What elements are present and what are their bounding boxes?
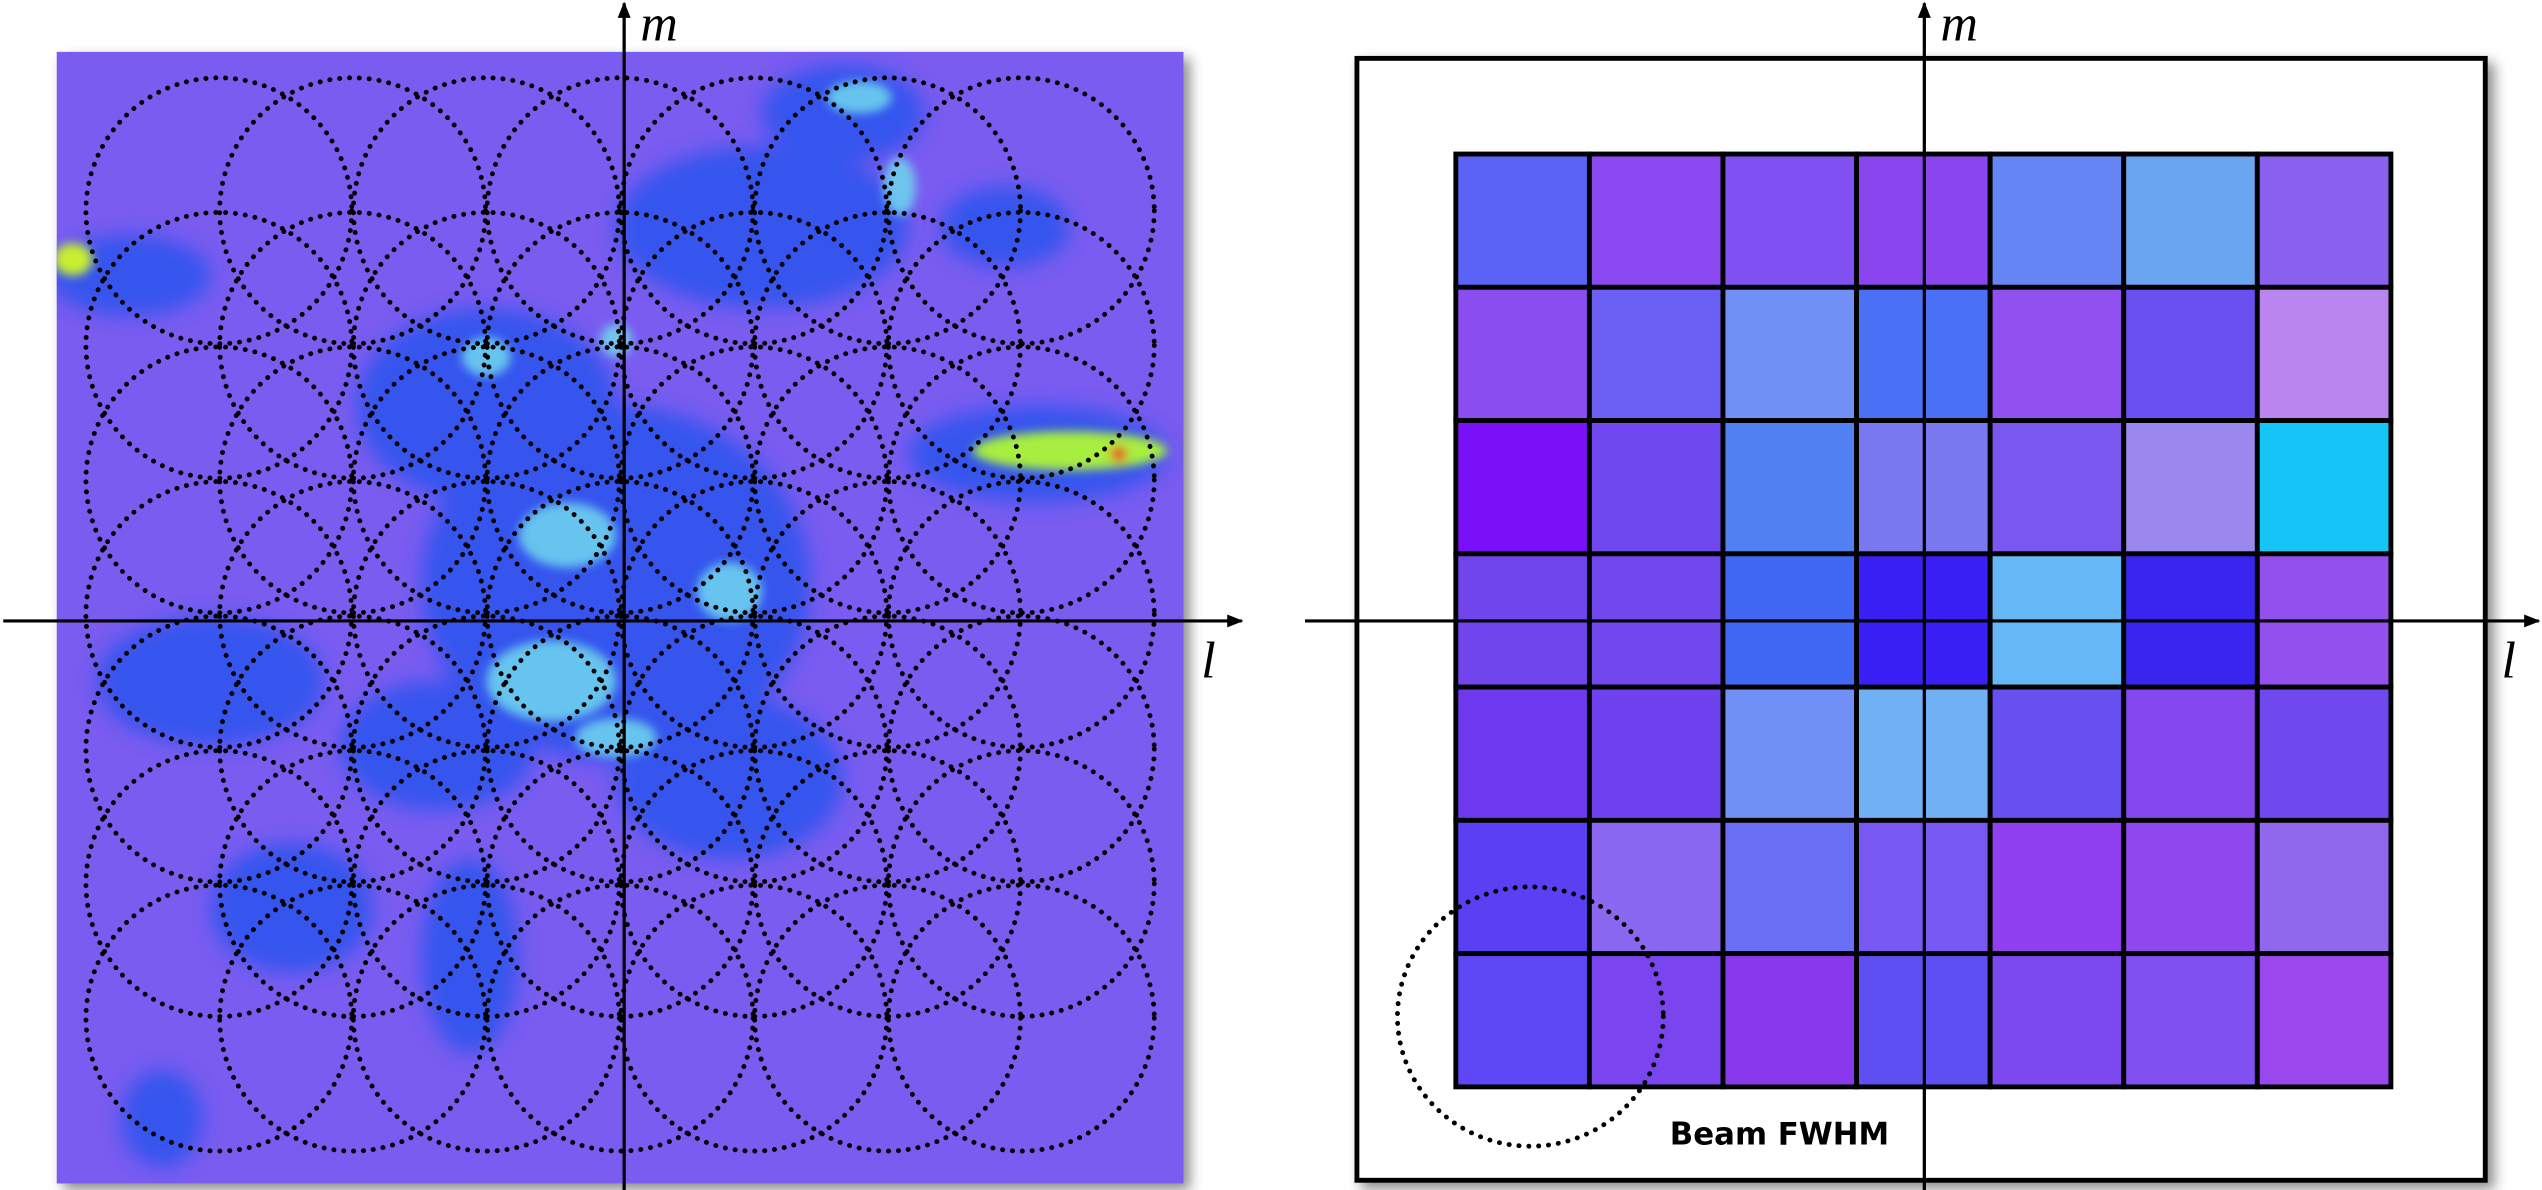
pixel-cell <box>2124 687 2258 820</box>
pixel-cell <box>2124 154 2258 287</box>
page: {"left_panel": {"axis_y_label": "m", "ax… <box>0 0 2542 1190</box>
pixel-cell <box>1723 287 1857 420</box>
pixel-cell <box>2124 954 2258 1087</box>
pixel-cell <box>1589 820 1723 953</box>
pixel-cell <box>2257 687 2391 820</box>
pixel-cell <box>1589 421 1723 554</box>
pixel-cell <box>1723 954 1857 1087</box>
pixel-cell <box>2257 287 2391 420</box>
pixel-cell <box>2124 820 2258 953</box>
pixel-cell <box>1456 287 1590 420</box>
pixel-cell <box>1723 820 1857 953</box>
pixel-cell <box>2124 287 2258 420</box>
pixel-cell <box>1723 687 1857 820</box>
beam-fwhm-label: Beam FWHM <box>1670 1117 1889 1153</box>
pixel-cell <box>1990 287 2124 420</box>
pixel-cell <box>1990 820 2124 953</box>
pixel-cell <box>1990 954 2124 1087</box>
pixel-cell <box>1990 154 2124 287</box>
pixel-cell <box>2257 154 2391 287</box>
pixel-cell <box>1589 287 1723 420</box>
figure: m l m l Beam FWHM <box>0 0 2542 1190</box>
pixel-cell <box>1456 154 1590 287</box>
m-axis-label: m <box>1941 0 1978 53</box>
pixel-cell <box>1723 421 1857 554</box>
pixel-cell <box>1589 687 1723 820</box>
pixel-cell <box>1723 154 1857 287</box>
l-axis-label: l <box>2501 633 2515 690</box>
pixel-cell <box>2257 954 2391 1087</box>
pixel-cell <box>1990 687 2124 820</box>
pixel-cell <box>1456 687 1590 820</box>
pixel-cell <box>2257 421 2391 554</box>
sky-image <box>49 52 1184 1184</box>
pixel-cell <box>2124 421 2258 554</box>
pixel-cell <box>1456 954 1590 1087</box>
m-axis-label: m <box>640 0 677 53</box>
pixel-cell <box>1589 154 1723 287</box>
pixel-cell <box>1456 421 1590 554</box>
pixel-cell <box>2257 820 2391 953</box>
l-axis-label: l <box>1201 633 1215 690</box>
pixel-cell <box>1990 421 2124 554</box>
